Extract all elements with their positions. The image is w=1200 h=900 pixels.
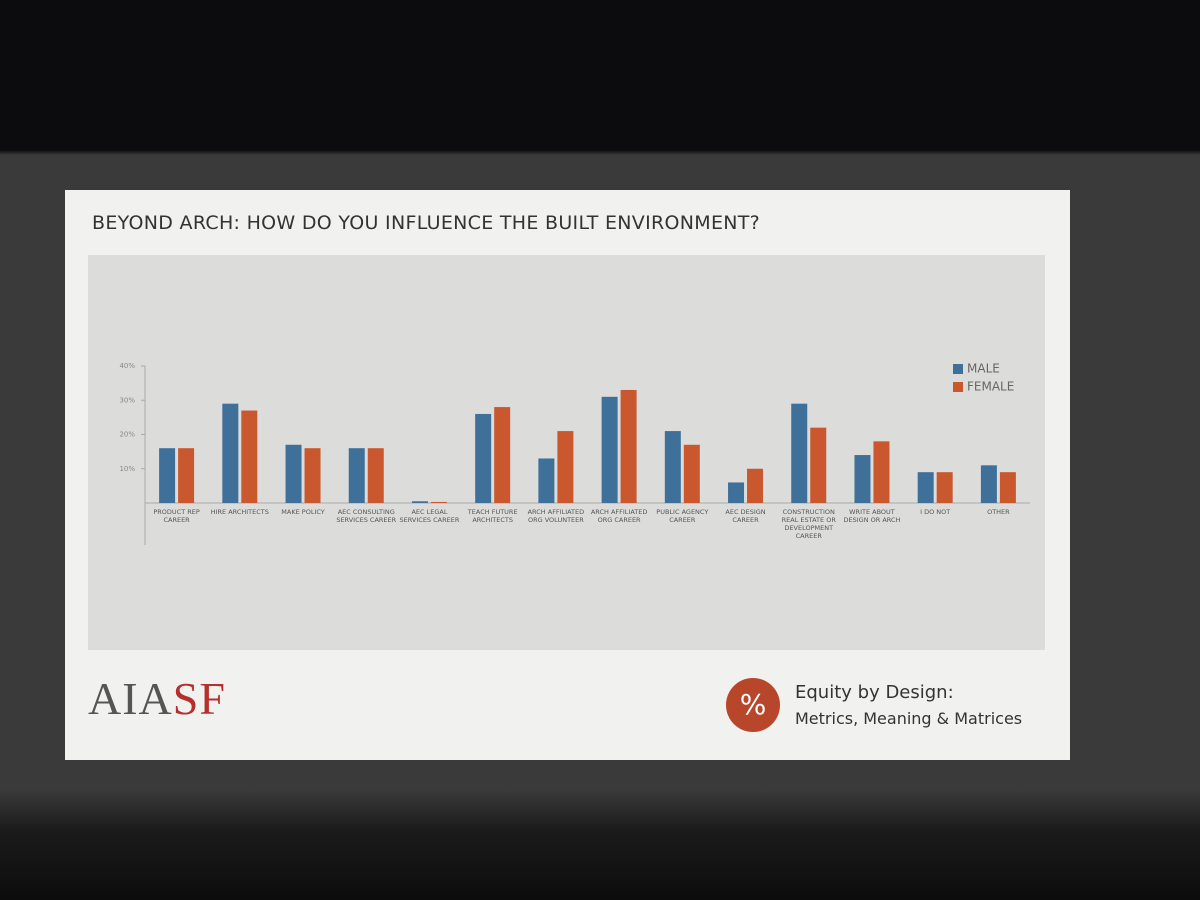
bar: [494, 407, 511, 503]
bar: [999, 472, 1016, 503]
legend-label: MALE: [967, 362, 1000, 376]
bar: [980, 465, 997, 503]
bar: [683, 444, 700, 503]
bar: [538, 458, 555, 503]
logo: AIASF: [88, 672, 226, 725]
event-subtitle: Metrics, Meaning & Matrices: [795, 709, 1023, 728]
bar: [178, 448, 195, 503]
logo-left: AIA: [88, 673, 173, 724]
bar: [241, 410, 258, 503]
bar: [601, 396, 618, 503]
bar: [936, 472, 953, 503]
x-tick-label: AEC LEGAL SERVICES CAREER: [399, 508, 460, 524]
legend-swatch: [953, 382, 963, 392]
y-tick-label: 20%: [119, 431, 135, 439]
bar: [411, 501, 428, 503]
bar: [854, 455, 871, 503]
chart-title: BEYOND ARCH: HOW DO YOU INFLUENCE THE BU…: [92, 212, 761, 234]
bar: [728, 482, 745, 503]
event-title: Equity by Design:: [795, 682, 954, 703]
bar: [475, 413, 492, 503]
x-tick-label: OTHER: [987, 508, 1010, 516]
bar: [557, 431, 574, 503]
x-tick-label: CONSTRUCTION REAL ESTATE OR DEVELOPMENT …: [781, 508, 836, 540]
bar: [159, 448, 176, 503]
badge: %: [726, 678, 780, 732]
y-tick-label: 30%: [119, 396, 135, 404]
x-tick-label: PUBLIC AGENCY CAREER: [656, 508, 709, 524]
x-tick-label: WRITE ABOUT DESIGN OR ARCH: [843, 508, 901, 524]
x-tick-label: MAKE POLICY: [281, 508, 325, 516]
bar: [917, 472, 934, 503]
bar: [747, 468, 764, 503]
bar: [367, 448, 384, 503]
bar: [873, 441, 890, 503]
y-tick-label: 40%: [119, 362, 135, 370]
y-tick-label: 10%: [119, 465, 135, 473]
x-tick-label: AEC CONSULTING SERVICES CAREER: [336, 508, 397, 524]
x-tick-label: ARCH AFFILIATED ORG CAREER: [590, 508, 648, 524]
logo-right: SF: [172, 673, 226, 724]
legend-label: FEMALE: [967, 380, 1014, 394]
x-tick-label: AEC DESIGN CAREER: [725, 508, 766, 524]
bar: [430, 501, 447, 503]
bar: [285, 444, 302, 503]
x-tick-label: I DO NOT: [920, 508, 951, 516]
bar: [304, 448, 321, 503]
x-tick-label: TEACH FUTURE ARCHITECTS: [467, 508, 518, 524]
bar: [810, 427, 827, 503]
x-tick-label: HIRE ARCHITECTS: [210, 508, 269, 516]
legend-swatch: [953, 364, 963, 374]
bar: [791, 403, 808, 503]
bar: [222, 403, 239, 503]
bar: [348, 448, 365, 503]
x-tick-label: ARCH AFFILIATED ORG VOLUNTEER: [527, 508, 585, 524]
x-tick-label: PRODUCT REP CAREER: [153, 508, 200, 524]
bar: [620, 389, 637, 503]
bar: [664, 431, 681, 503]
